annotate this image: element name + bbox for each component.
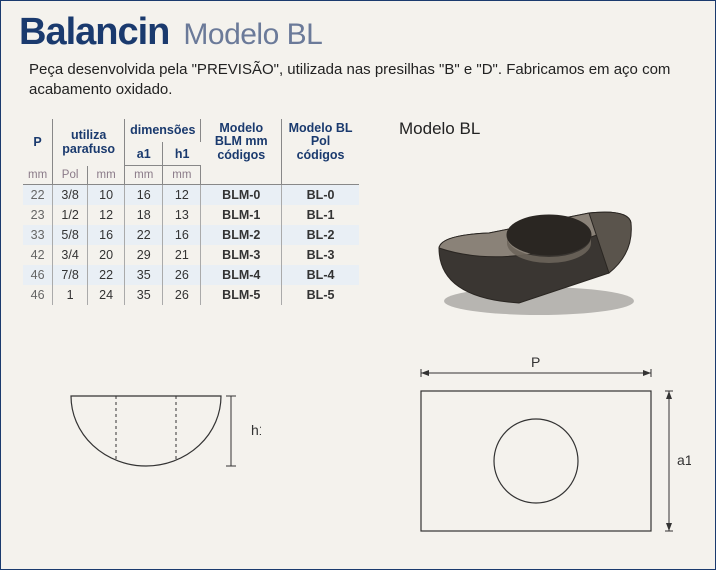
cell-h1: 26	[163, 285, 201, 305]
table-row: 467/8223526BLM-4BL-4	[23, 265, 359, 285]
cell-a1: 22	[125, 225, 163, 245]
th-dimensoes: dimensões	[125, 119, 201, 142]
cell-p: 33	[23, 225, 53, 245]
cell-pol: 5/8	[53, 225, 88, 245]
table-row: 335/8162216BLM-2BL-2	[23, 225, 359, 245]
cell-pmm: 22	[88, 265, 125, 285]
cell-p: 46	[23, 285, 53, 305]
description-text: Peça desenvolvida pela "PREVISÃO", utili…	[29, 60, 697, 101]
table-row: 231/2121813BLM-1BL-1	[23, 205, 359, 225]
cell-a1: 18	[125, 205, 163, 225]
title-row: Balancin Modelo BL	[19, 11, 697, 54]
svg-text:a1: a1	[677, 452, 691, 468]
diagram-side-view: h1	[61, 381, 261, 491]
svg-text:P: P	[531, 354, 540, 370]
cell-h1: 21	[163, 245, 201, 265]
spec-table: P utiliza parafuso dimensões Modelo BLM …	[23, 119, 359, 306]
technical-diagrams: h1 Pa1	[21, 381, 701, 561]
cell-h1: 26	[163, 265, 201, 285]
cell-p: 22	[23, 185, 53, 206]
unit-a1: mm	[125, 166, 163, 185]
th-a1: a1	[125, 142, 163, 166]
cell-a1: 35	[125, 285, 163, 305]
table-row: 223/8101612BLM-0BL-0	[23, 185, 359, 206]
diagram-top-view: Pa1	[391, 341, 691, 561]
cell-pmm: 24	[88, 285, 125, 305]
unit-p: mm	[23, 166, 53, 185]
cell-p: 46	[23, 265, 53, 285]
unit-pol: Pol	[53, 166, 88, 185]
cell-bl-code: BL-5	[282, 285, 359, 305]
cell-pmm: 16	[88, 225, 125, 245]
cell-h1: 12	[163, 185, 201, 206]
cell-pmm: 12	[88, 205, 125, 225]
table-row: 423/4202921BLM-3BL-3	[23, 245, 359, 265]
cell-h1: 13	[163, 205, 201, 225]
cell-blm-code: BLM-0	[201, 185, 282, 206]
cell-pmm: 10	[88, 185, 125, 206]
cell-pol: 3/8	[53, 185, 88, 206]
th-parafuso: utiliza parafuso	[53, 119, 125, 166]
cell-blm-code: BLM-1	[201, 205, 282, 225]
cell-pol: 1/2	[53, 205, 88, 225]
title-main: Balancin	[19, 11, 169, 54]
cell-blm-code: BLM-4	[201, 265, 282, 285]
cell-bl-code: BL-1	[282, 205, 359, 225]
unit-paraf-mm: mm	[88, 166, 125, 185]
part-3d-render	[379, 143, 659, 323]
cell-pol: 7/8	[53, 265, 88, 285]
cell-bl-code: BL-0	[282, 185, 359, 206]
cell-a1: 16	[125, 185, 163, 206]
unit-h1: mm	[163, 166, 201, 185]
cell-bl-code: BL-2	[282, 225, 359, 245]
th-blm: Modelo BLM mm códigos	[201, 119, 282, 166]
th-h1: h1	[163, 142, 201, 166]
cell-blm-code: BLM-3	[201, 245, 282, 265]
modelo-bl-label: Modelo BL	[399, 119, 697, 139]
cell-a1: 29	[125, 245, 163, 265]
th-bl: Modelo BL Pol códigos	[282, 119, 359, 166]
cell-p: 23	[23, 205, 53, 225]
cell-pmm: 20	[88, 245, 125, 265]
cell-blm-code: BLM-5	[201, 285, 282, 305]
cell-pol: 3/4	[53, 245, 88, 265]
title-subtitle: Modelo BL	[183, 18, 322, 52]
th-p: P	[23, 119, 53, 166]
cell-blm-code: BLM-2	[201, 225, 282, 245]
cell-p: 42	[23, 245, 53, 265]
svg-text:h1: h1	[251, 422, 261, 438]
cell-bl-code: BL-3	[282, 245, 359, 265]
cell-pol: 1	[53, 285, 88, 305]
cell-a1: 35	[125, 265, 163, 285]
table-row: 461243526BLM-5BL-5	[23, 285, 359, 305]
cell-bl-code: BL-4	[282, 265, 359, 285]
cell-h1: 16	[163, 225, 201, 245]
